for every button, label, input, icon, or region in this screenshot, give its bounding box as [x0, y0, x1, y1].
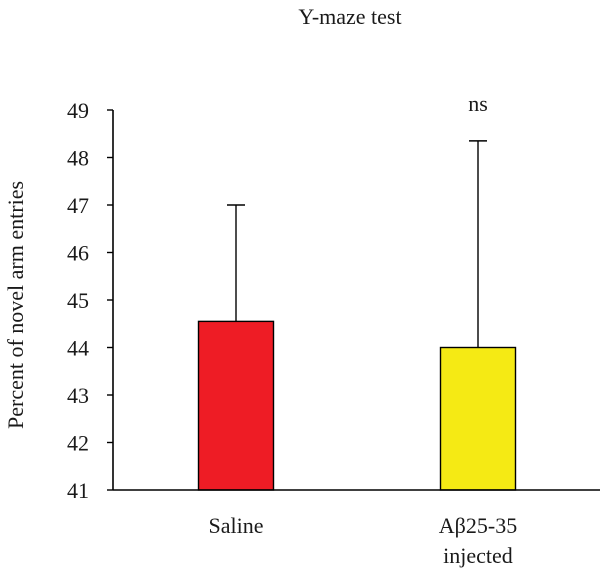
y-tick-label: 43: [67, 383, 89, 408]
bar: [439, 346, 517, 491]
y-tick-label: 49: [67, 98, 89, 123]
y-tick-label: 46: [67, 241, 89, 266]
significance-label: ns: [468, 91, 488, 116]
y-tick-label: 42: [67, 431, 89, 456]
x-axis-categories: Saline Aβ25-35 injected: [209, 513, 518, 568]
y-axis-ticks: 41 42 43 44 45 46 47 48 49: [67, 98, 113, 503]
y-tick-label: 47: [67, 193, 89, 218]
error-bars: [227, 140, 487, 348]
bars: [197, 320, 517, 491]
bar: [197, 320, 275, 491]
annotations: ns: [468, 91, 488, 116]
y-tick-label: 48: [67, 146, 89, 171]
chart-title: Y-maze test: [298, 4, 401, 29]
y-axis-label: Percent of novel arm entries: [3, 181, 28, 429]
category-label: Aβ25-35: [439, 513, 517, 538]
y-tick-label: 41: [67, 478, 89, 503]
category-label: Saline: [209, 513, 264, 538]
y-tick-label: 45: [67, 288, 89, 313]
y-tick-label: 44: [67, 336, 89, 361]
category-label: injected: [443, 543, 513, 568]
